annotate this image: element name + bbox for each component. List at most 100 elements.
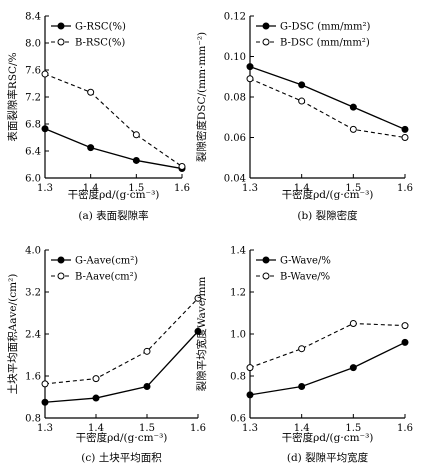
panel-caption: (d) 裂隙平均宽度 xyxy=(287,451,369,464)
data-point-g xyxy=(246,63,254,71)
x-tick-label: 1.4 xyxy=(83,183,99,194)
data-point-b xyxy=(41,380,49,388)
legend-marker xyxy=(262,22,270,30)
series-line-g xyxy=(249,66,406,130)
data-point-b xyxy=(401,322,409,330)
series-line-b xyxy=(249,322,406,369)
y-tick-label: 3.2 xyxy=(25,288,41,299)
y-tick-label: 0.04 xyxy=(224,174,246,185)
data-point-b xyxy=(401,134,409,141)
data-point-g xyxy=(41,398,49,406)
chart-panel-3: 1.3 1.4 1.5 1.6 0.8 1.6 2.4 3.2 4.0 干密度ρd/(g·cm⁻³… xyxy=(6,246,206,465)
data-point-b xyxy=(298,345,306,353)
y-tick-label: 6.8 xyxy=(25,120,41,131)
legend-label: B-Wave/% xyxy=(280,272,330,283)
data-point-g xyxy=(401,338,409,346)
legend-marker xyxy=(262,272,270,280)
data-point-g xyxy=(41,125,49,133)
y-tick-label: 0.10 xyxy=(224,52,246,63)
y-tick-label: 7.6 xyxy=(25,66,41,77)
panel-caption: (c) 土块平均面积 xyxy=(81,451,162,464)
y-tick-label: 7.2 xyxy=(25,93,41,104)
legend-marker xyxy=(262,256,270,264)
y-axis-label: 裂隙平均宽度Wave/mm xyxy=(195,277,208,392)
legend-label: B-DSC (mm/mm²) xyxy=(280,38,370,49)
series-line-b xyxy=(249,78,406,139)
chart-panel-4: 1.3 1.4 1.5 1.60.60.81.01.21.4干密度ρd/(g·cm⁻³… xyxy=(195,246,413,465)
y-tick-label: 0.8 xyxy=(25,414,41,425)
panel-caption: (b) 裂隙密度 xyxy=(297,209,358,222)
data-point-g xyxy=(298,383,306,390)
panel-caption: (a) 表面裂隙率 xyxy=(78,209,148,222)
x-tick-label: 1.5 xyxy=(345,183,361,194)
x-tick-label: 1.4 xyxy=(294,183,310,194)
data-point-b xyxy=(349,125,357,133)
data-point-b xyxy=(194,294,202,302)
y-tick-label: 8.4 xyxy=(25,12,41,23)
x-tick-label: 1.5 xyxy=(128,183,144,194)
chart-panel-1: 1.3 1.4 1.5 1.6 6.0 6.4 6.8 7.2 7.6 8.0 8.4 干密度ρd/(… xyxy=(6,12,190,223)
data-point-b xyxy=(349,320,357,327)
data-point-b xyxy=(178,163,186,171)
y-tick-label: 8.0 xyxy=(25,39,41,50)
series-line-g xyxy=(44,330,199,403)
legend-marker xyxy=(57,22,65,30)
y-tick-label: 1.4 xyxy=(230,246,246,257)
y-tick-label: 1.6 xyxy=(25,372,41,383)
y-axis-label: 裂隙密度DSC/(mm·mm⁻²) xyxy=(195,32,208,162)
series-line-b xyxy=(44,297,199,385)
x-axis-label: 干密度ρd/(g·cm⁻³) xyxy=(282,188,374,201)
legend-marker xyxy=(262,38,270,46)
data-point-b xyxy=(92,375,100,383)
y-tick-label: 2.4 xyxy=(25,330,41,341)
x-tick-label: 1.5 xyxy=(139,423,155,434)
series-line-g xyxy=(249,341,406,396)
legend-label: B-RSC(%) xyxy=(75,38,125,49)
series-line-g xyxy=(44,128,183,170)
data-point-g xyxy=(349,364,357,372)
data-point-b xyxy=(132,131,140,139)
y-axis-label: 表面裂隙率RSC/% xyxy=(6,52,19,141)
chart-panel-2: 1.3 1.4 1.5 1.6 0.04 0.06 0.08 0.10 0.12 干密度ρd/(g… xyxy=(195,12,413,223)
series-line-b xyxy=(44,73,183,167)
y-tick-label: 0.06 xyxy=(224,133,246,144)
legend-label: B-Aave(cm²) xyxy=(75,272,138,283)
data-point-g xyxy=(87,144,95,152)
x-tick-label: 1.3 xyxy=(242,423,258,434)
x-tick-label: 1.6 xyxy=(397,423,413,434)
x-tick-label: 1.6 xyxy=(174,183,190,194)
data-point-g xyxy=(132,156,140,164)
y-axis-label: 土块平均面积Aave/(cm²) xyxy=(6,274,19,395)
x-tick-label: 1.3 xyxy=(37,183,53,194)
data-point-g xyxy=(246,391,254,399)
x-axis-label: 干密度ρd/(g·cm⁻³) xyxy=(282,431,374,444)
legend-label: G-Aave(cm²) xyxy=(75,256,138,267)
data-point-b xyxy=(41,70,49,78)
x-tick-label: 1.3 xyxy=(242,183,258,194)
y-tick-label: 0.8 xyxy=(230,372,246,383)
x-tick-label: 1.3 xyxy=(37,423,53,434)
y-tick-label: 0.08 xyxy=(224,93,246,104)
legend-marker xyxy=(57,272,65,280)
legend-label: G-DSC (mm/mm²) xyxy=(280,22,370,33)
x-tick-label: 1.5 xyxy=(345,423,361,434)
data-point-g xyxy=(143,383,151,390)
y-tick-label: 4.0 xyxy=(25,246,41,257)
data-point-b xyxy=(87,88,95,96)
legend-marker xyxy=(57,38,65,46)
data-point-g xyxy=(194,327,202,335)
y-tick-label: 1.2 xyxy=(230,288,246,299)
data-point-g xyxy=(349,103,357,111)
x-tick-label: 1.4 xyxy=(88,423,104,434)
data-point-b xyxy=(143,347,151,355)
data-point-b xyxy=(246,364,254,372)
y-tick-label: 6.0 xyxy=(25,174,41,185)
data-point-g xyxy=(92,394,100,402)
x-tick-label: 1.4 xyxy=(294,423,310,434)
y-tick-label: 0.6 xyxy=(230,414,246,425)
data-point-b xyxy=(298,97,306,105)
y-tick-label: 1.0 xyxy=(230,330,246,341)
legend-label: G-Wave/% xyxy=(280,256,331,267)
data-point-g xyxy=(298,81,306,89)
